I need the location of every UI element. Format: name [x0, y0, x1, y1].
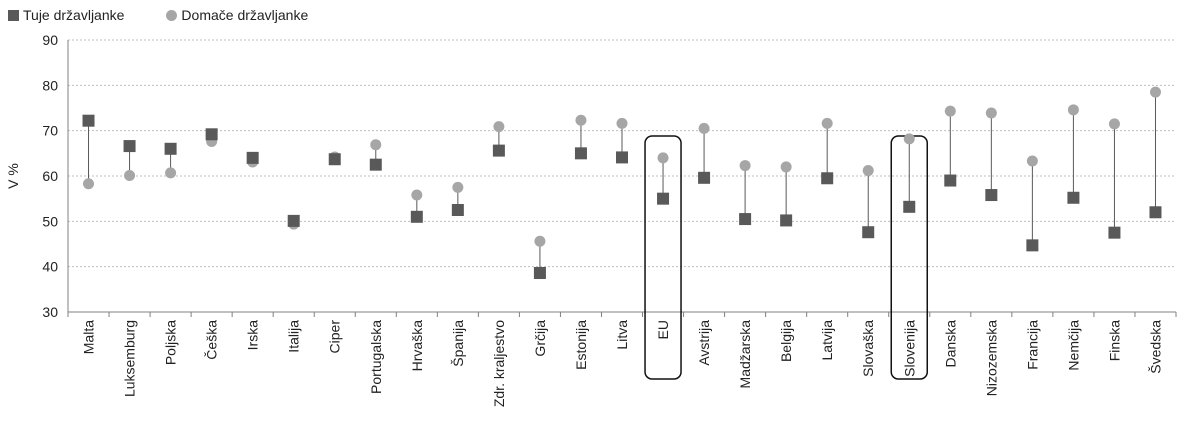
legend-item-foreign: Tuje državljanke — [8, 7, 124, 23]
point-domestic — [1026, 155, 1038, 167]
point-foreign — [82, 114, 95, 127]
point-foreign — [739, 213, 752, 226]
point-foreign — [657, 192, 670, 205]
point-foreign — [246, 151, 259, 164]
x-tick-label: Irska — [245, 320, 261, 351]
point-foreign — [1149, 206, 1162, 219]
legend-label-foreign: Tuje državljanke — [23, 7, 125, 23]
x-axis: Malta Luksemburg Poljska Češka Irska Italija C… — [67, 311, 1177, 407]
point-domestic — [124, 170, 136, 182]
x-tick-label: EU — [655, 320, 671, 339]
point-foreign — [287, 214, 300, 227]
x-tick-label: Zdr. kraljestvo — [491, 320, 507, 407]
point-domestic — [1149, 86, 1161, 98]
point-domestic — [493, 121, 505, 133]
y-tick-label: 70 — [42, 123, 58, 139]
point-foreign — [616, 151, 628, 164]
x-tick-label: Belgija — [778, 320, 794, 362]
x-tick-label: Hrvaška — [409, 320, 425, 372]
x-tick-label: Avstrija — [696, 320, 712, 366]
y-tick-label: 90 — [42, 32, 58, 48]
point-foreign — [369, 158, 382, 171]
point-domestic — [739, 160, 751, 172]
x-tick-label: Estonija — [573, 320, 589, 370]
x-tick-label: Latvija — [819, 320, 835, 361]
point-domestic — [411, 189, 423, 201]
point-domestic — [452, 181, 464, 193]
point-foreign — [985, 189, 998, 202]
point-foreign — [862, 226, 875, 239]
x-tick-label: Danska — [942, 320, 958, 368]
y-tick-label: 60 — [42, 168, 58, 184]
y-tick-label: 30 — [42, 304, 58, 320]
point-domestic — [698, 122, 710, 134]
point-foreign — [698, 171, 711, 184]
point-domestic — [616, 117, 628, 129]
point-foreign — [944, 174, 957, 187]
point-foreign — [1026, 239, 1039, 252]
x-tick-label: Slovaška — [860, 320, 876, 377]
point-domestic — [821, 117, 833, 129]
point-foreign — [903, 200, 916, 213]
point-domestic — [780, 161, 792, 173]
x-tick-label: Slovenija — [901, 320, 917, 377]
legend-item-domestic: Domače državljanke — [166, 7, 308, 23]
point-domestic — [657, 152, 669, 164]
square-marker-icon — [8, 9, 19, 21]
point-foreign — [533, 267, 546, 280]
point-domestic — [575, 114, 587, 126]
point-foreign — [821, 172, 834, 185]
legend-label-domestic: Domače državljanke — [181, 7, 309, 23]
y-tick-label: 80 — [42, 77, 58, 93]
data-points — [82, 86, 1162, 280]
point-foreign — [1067, 191, 1080, 204]
x-tick-label: Finska — [1106, 320, 1122, 361]
point-domestic — [534, 235, 546, 247]
point-domestic — [1067, 104, 1079, 116]
x-tick-label: Grčija — [532, 320, 548, 357]
point-domestic — [944, 105, 956, 117]
point-domestic — [165, 167, 177, 179]
point-foreign — [205, 128, 218, 141]
point-domestic — [903, 133, 915, 145]
x-tick-label: Malta — [81, 320, 97, 354]
point-foreign — [451, 204, 464, 216]
point-foreign — [410, 210, 423, 223]
point-foreign — [780, 214, 793, 227]
point-domestic — [985, 107, 997, 119]
x-tick-label: Ciper — [327, 320, 343, 354]
y-tick-label: 50 — [42, 213, 58, 229]
x-tick-label: Češka — [204, 320, 220, 360]
x-tick-label: Litva — [614, 320, 630, 350]
highlight-box — [644, 135, 682, 380]
point-foreign — [1108, 226, 1121, 239]
x-tick-label: Portugalska — [368, 320, 384, 394]
y-tick-label: 40 — [42, 259, 58, 275]
point-foreign — [164, 142, 177, 155]
point-foreign — [328, 153, 341, 166]
point-domestic — [83, 178, 95, 190]
x-tick-label: Nizozemska — [983, 320, 999, 396]
x-tick-label: Španija — [450, 320, 466, 367]
point-domestic — [862, 165, 874, 177]
x-tick-label: Poljska — [163, 320, 179, 365]
legend: Tuje državljanke Domače državljanke — [8, 4, 350, 26]
x-tick-label: Italija — [286, 320, 302, 353]
point-domestic — [370, 139, 382, 151]
point-foreign — [123, 140, 136, 153]
point-foreign — [574, 147, 587, 160]
point-foreign — [492, 144, 505, 157]
x-tick-label: Švedska — [1147, 320, 1163, 374]
y-axis: 30 40 50 60 70 80 90 — [42, 32, 69, 320]
x-tick-label: Madžarska — [737, 320, 753, 389]
y-axis-label: V % — [5, 163, 21, 189]
x-tick-label: Francija — [1024, 320, 1040, 370]
point-domestic — [1108, 118, 1120, 130]
x-tick-label: Nemčija — [1065, 320, 1081, 371]
circle-marker-icon — [166, 9, 178, 21]
x-tick-label: Luksemburg — [122, 320, 138, 397]
